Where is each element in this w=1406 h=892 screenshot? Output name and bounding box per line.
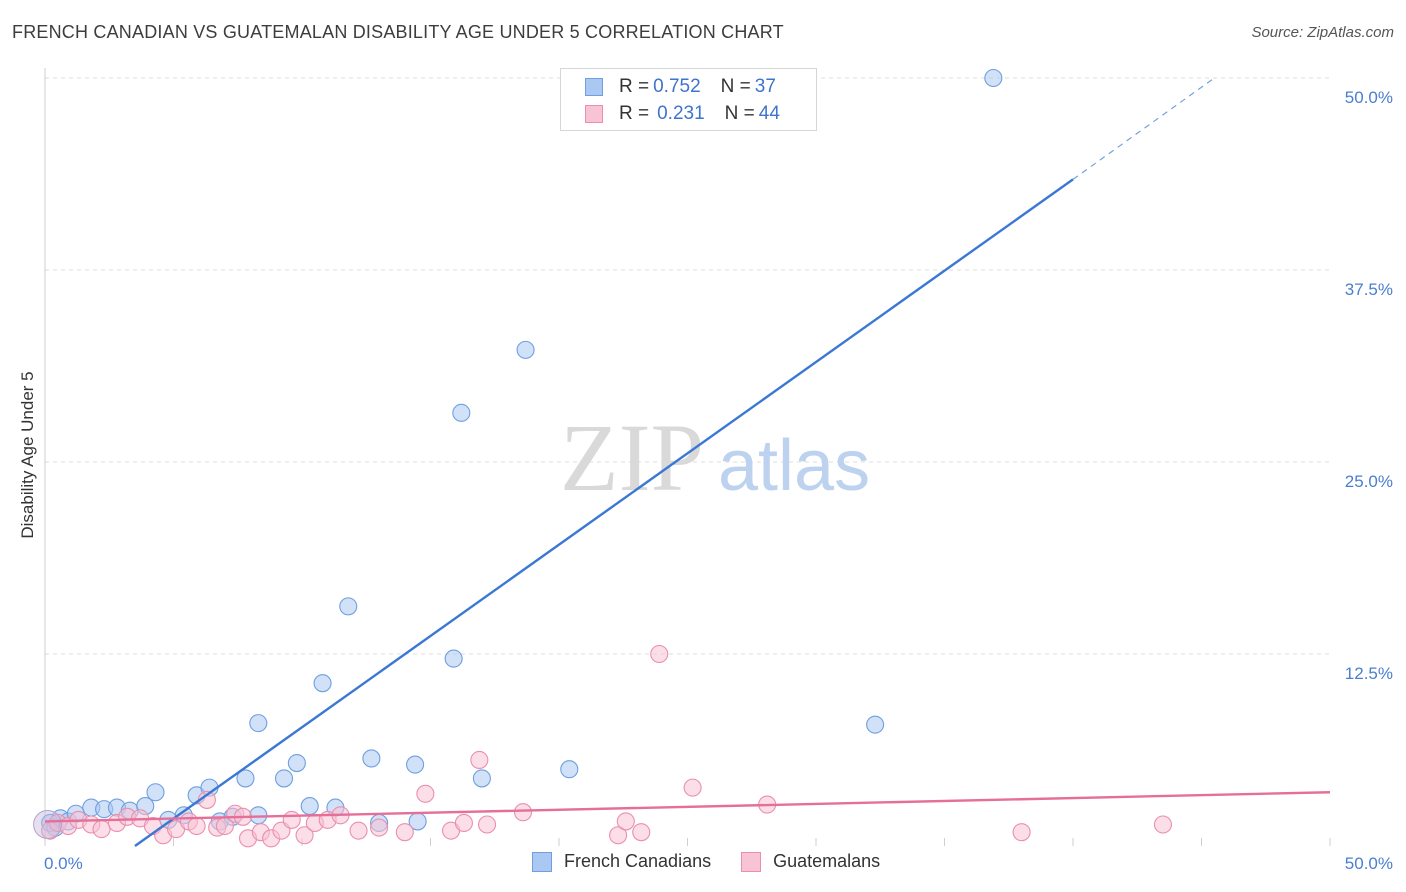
x-tick-label: 50.0% xyxy=(1345,854,1393,873)
legend-r-label: R = xyxy=(619,76,650,97)
data-point xyxy=(616,812,635,831)
data-point xyxy=(406,755,425,774)
gridlines xyxy=(45,77,1330,655)
data-point xyxy=(609,826,628,845)
chart-source: Source: ZipAtlas.com xyxy=(1251,24,1394,41)
trend-line xyxy=(134,178,1074,847)
y-tick-label: 37.5% xyxy=(1345,280,1393,299)
series-legend-french-canadians: French Canadians xyxy=(532,851,711,872)
legend-n-value: 37 xyxy=(754,76,776,97)
data-point xyxy=(516,340,535,359)
trend-line xyxy=(44,791,1331,823)
legend-swatch-pink xyxy=(585,105,603,123)
series-legend-guatemalans: Guatemalans xyxy=(741,851,880,872)
data-point xyxy=(287,754,306,773)
data-point xyxy=(560,760,579,779)
data-point xyxy=(362,749,381,768)
data-point xyxy=(416,784,435,803)
y-tick-label: 25.0% xyxy=(1345,472,1393,491)
data-point xyxy=(477,815,497,834)
data-point xyxy=(300,797,319,816)
legend-row-guatemalans: R = 0.231 N = 44 xyxy=(585,101,780,127)
legend-n-label: N = xyxy=(720,76,751,97)
series-legend-label: Guatemalans xyxy=(773,851,881,871)
data-point xyxy=(866,715,885,734)
data-point xyxy=(513,803,533,822)
watermark-atlas: atlas xyxy=(718,426,870,506)
data-point xyxy=(187,816,206,836)
series-legend-label: French Canadians xyxy=(564,851,712,871)
data-point xyxy=(472,769,491,788)
data-point xyxy=(984,68,1003,88)
legend-r-value: 0.752 xyxy=(653,76,701,97)
data-point xyxy=(92,820,111,839)
data-point xyxy=(1012,823,1031,842)
data-point xyxy=(349,821,368,840)
data-point xyxy=(295,826,314,845)
data-point xyxy=(454,813,473,833)
trend-lines xyxy=(44,77,1331,847)
y-tick-label: 50.0% xyxy=(1345,88,1393,107)
tick-labels: 12.5% 25.0% 37.5% 50.0% 0.0% 50.0% xyxy=(44,88,1393,873)
data-point xyxy=(470,750,489,770)
legend-row-french-canadians: R = 0.752 N = 37 xyxy=(585,74,776,100)
correlation-legend: R = 0.752 N = 37 R = 0.231 N = 44 xyxy=(560,68,817,131)
chart-title: FRENCH CANADIAN VS GUATEMALAN DISABILITY… xyxy=(12,22,784,42)
data-points xyxy=(33,68,1172,848)
data-point xyxy=(650,644,669,664)
data-point xyxy=(236,769,255,788)
series-swatch-pink xyxy=(741,851,762,872)
watermark: ZIP atlas xyxy=(560,404,870,511)
data-point xyxy=(395,823,414,842)
legend-n-label: N = xyxy=(724,103,755,124)
trend-line-extension xyxy=(1072,77,1215,180)
data-point xyxy=(146,783,165,802)
legend-r-label: R = xyxy=(619,103,650,124)
series-legend: French Canadians Guatemalans xyxy=(532,851,910,872)
data-point xyxy=(1153,815,1172,834)
data-point xyxy=(444,649,463,668)
series-swatch-blue xyxy=(532,851,552,872)
data-point xyxy=(452,403,471,422)
legend-n-value: 44 xyxy=(758,103,780,124)
legend-r-value: 0.231 xyxy=(657,103,705,124)
data-point xyxy=(274,769,294,788)
data-point xyxy=(683,778,702,797)
data-point xyxy=(370,818,389,837)
data-point xyxy=(632,823,651,842)
data-point xyxy=(313,674,332,693)
data-point xyxy=(339,597,358,616)
legend-swatch-blue xyxy=(585,78,603,96)
data-point xyxy=(249,714,268,733)
data-point-cluster xyxy=(33,809,63,839)
x-tick-label: 0.0% xyxy=(44,854,83,873)
axes xyxy=(44,68,1331,846)
data-point xyxy=(282,810,301,829)
y-tick-label: 12.5% xyxy=(1345,664,1393,683)
